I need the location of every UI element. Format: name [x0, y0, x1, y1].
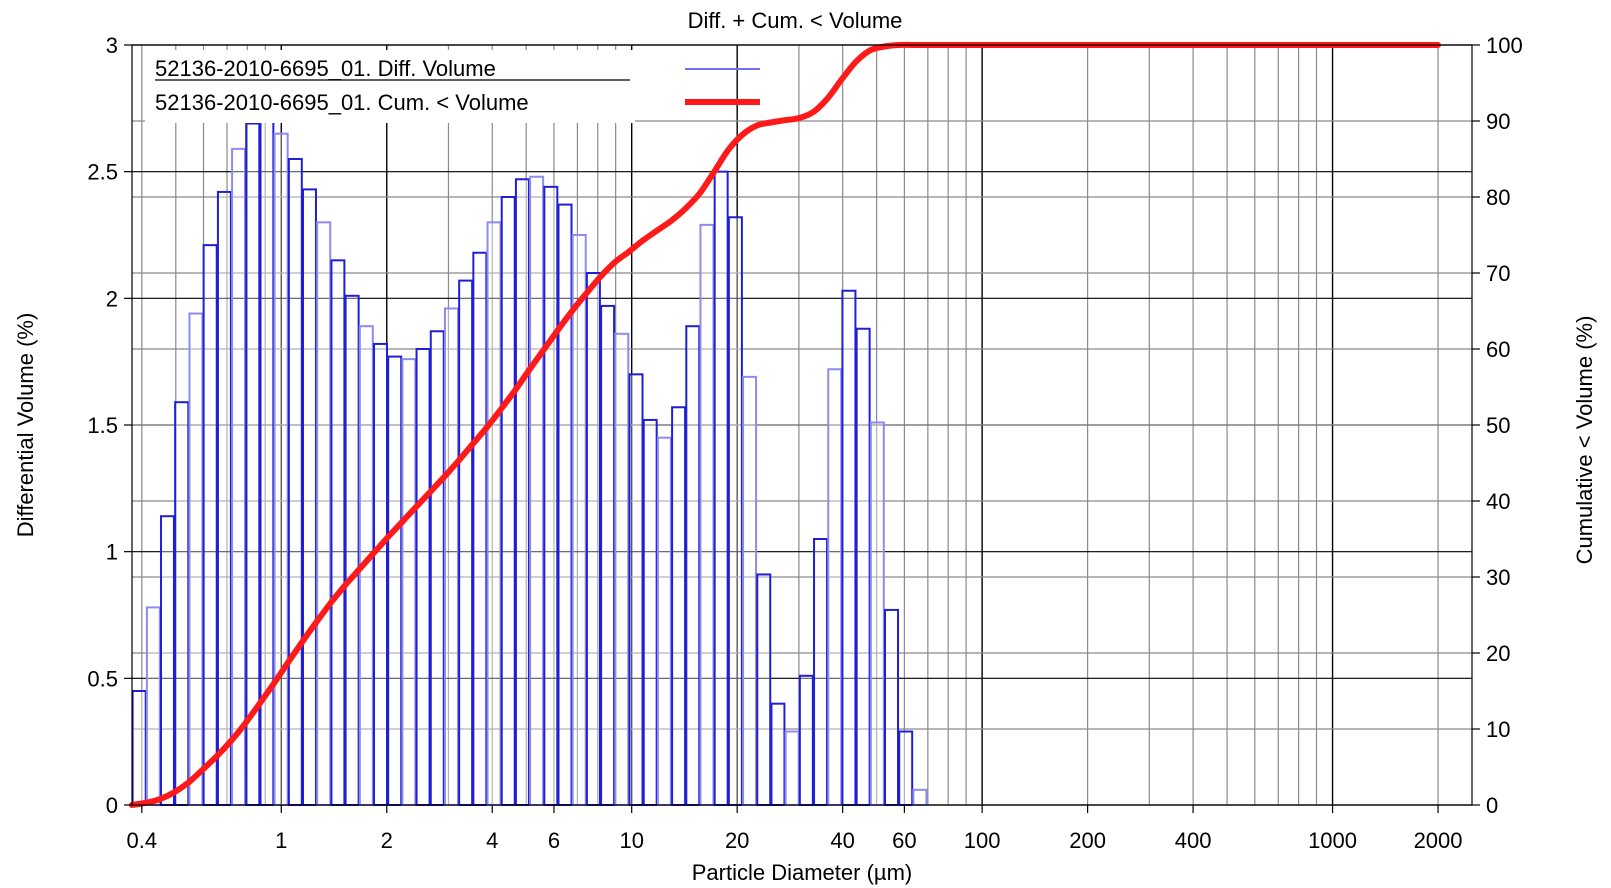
diff-bar	[727, 216, 743, 806]
y-tick-label: 2	[106, 286, 118, 311]
diff-bar	[742, 375, 758, 806]
diff-bar	[160, 515, 175, 806]
diff-bar	[543, 185, 559, 807]
diff-bar	[188, 312, 204, 806]
y2-tick-label: 60	[1486, 337, 1510, 362]
y2-tick-label: 50	[1486, 413, 1510, 438]
diff-bar	[472, 251, 488, 806]
x-tick-label: 4	[486, 828, 498, 853]
y2-tick-label: 30	[1486, 565, 1510, 590]
diff-bar	[287, 158, 303, 806]
diff-bar	[231, 147, 246, 807]
diff-bar	[756, 573, 772, 807]
diff-bar	[557, 203, 573, 807]
diff-bar	[884, 608, 900, 807]
y-tick-label: 3	[106, 33, 118, 58]
diff-bar	[571, 234, 587, 806]
diff-bar	[344, 294, 360, 806]
diff-bar	[429, 330, 445, 806]
x-tick-label: 6	[548, 828, 560, 853]
diff-bar	[798, 674, 814, 806]
diff-bar	[699, 223, 715, 807]
diff-bar	[316, 221, 332, 807]
diff-bar	[656, 436, 672, 806]
diff-bar	[486, 221, 502, 807]
diff-bar	[642, 418, 658, 806]
diff-bar	[614, 332, 630, 806]
x-tick-label: 20	[725, 828, 749, 853]
x-tick-label: 1000	[1308, 828, 1357, 853]
x-tick-label: 0.4	[127, 828, 158, 853]
x-tick-label: 40	[830, 828, 854, 853]
diff-bar	[869, 421, 885, 806]
diff-bar	[373, 342, 388, 806]
diff-bar	[841, 289, 857, 806]
diff-bar	[600, 304, 616, 806]
x-tick-label: 10	[619, 828, 643, 853]
diff-bar	[813, 538, 829, 806]
diff-bar	[671, 406, 687, 806]
diff-bar	[912, 788, 928, 806]
y2-tick-label: 40	[1486, 489, 1510, 514]
y2-tick-label: 0	[1486, 793, 1498, 818]
diff-volume-bars	[131, 120, 928, 807]
x-axis-label: Particle Diameter (µm)	[692, 860, 912, 885]
x-tick-label: 100	[964, 828, 1001, 853]
x-tick-label: 200	[1069, 828, 1106, 853]
legend-box	[145, 50, 635, 123]
chart-title: Diff. + Cum. < Volume	[688, 8, 903, 33]
diff-bar	[898, 730, 914, 806]
diff-bar	[458, 279, 474, 807]
cum-volume-path	[129, 41, 1441, 808]
diff-bar	[145, 606, 161, 807]
diff-bar	[628, 373, 644, 806]
diff-bar	[529, 175, 545, 806]
diff-bar	[387, 355, 403, 806]
diff-bar	[827, 368, 843, 806]
y-tick-label: 0	[106, 793, 118, 818]
x-tick-label: 60	[892, 828, 916, 853]
diff-bar	[514, 178, 530, 806]
x-tick-label: 400	[1175, 828, 1212, 853]
diff-bar	[500, 196, 516, 806]
y2-tick-label: 80	[1486, 185, 1510, 210]
diff-bar	[443, 307, 459, 806]
x-tick-label: 2000	[1414, 828, 1463, 853]
y2-tick-label: 20	[1486, 641, 1510, 666]
diff-bar	[401, 358, 417, 806]
diff-bar	[855, 327, 871, 806]
legend: 52136-2010-6695_01. Diff. Volume 52136-2…	[145, 50, 760, 123]
diff-bar	[202, 244, 218, 806]
diff-bar	[713, 170, 729, 806]
cum-volume-line	[129, 41, 1441, 808]
diff-bar	[216, 190, 232, 806]
x-tick-label: 2	[381, 828, 393, 853]
diff-bar	[330, 259, 346, 807]
diff-bar	[273, 132, 289, 806]
y2-tick-label: 90	[1486, 109, 1510, 134]
y-tick-label: 0.5	[87, 666, 118, 691]
y2-tick-label: 10	[1486, 717, 1510, 742]
y2-tick-label: 70	[1486, 261, 1510, 286]
diff-bar	[770, 702, 786, 807]
diff-bar	[131, 690, 147, 806]
y-axis-label: Differential Volume (%)	[13, 313, 38, 538]
diff-bar	[302, 188, 317, 806]
diff-bar	[784, 730, 800, 806]
y2-axis-label: Cumulative < Volume (%)	[1572, 316, 1597, 565]
diff-bar	[585, 272, 601, 806]
y-tick-label: 1.5	[87, 413, 118, 438]
axes: 0.4 1 2 4 6 10 20 40 60 100 200 400 1000 200000.511.5…	[87, 33, 1522, 853]
y-tick-label: 1	[106, 540, 118, 565]
y-tick-label: 2.5	[87, 160, 118, 185]
legend-label-cum: 52136-2010-6695_01. Cum. < Volume	[155, 90, 529, 115]
diff-bar	[685, 325, 701, 806]
x-tick-label: 1	[275, 828, 287, 853]
y2-tick-label: 100	[1486, 33, 1523, 58]
diff-bar	[415, 348, 431, 806]
diff-bar	[174, 401, 190, 806]
legend-label-diff: 52136-2010-6695_01. Diff. Volume	[155, 56, 496, 81]
